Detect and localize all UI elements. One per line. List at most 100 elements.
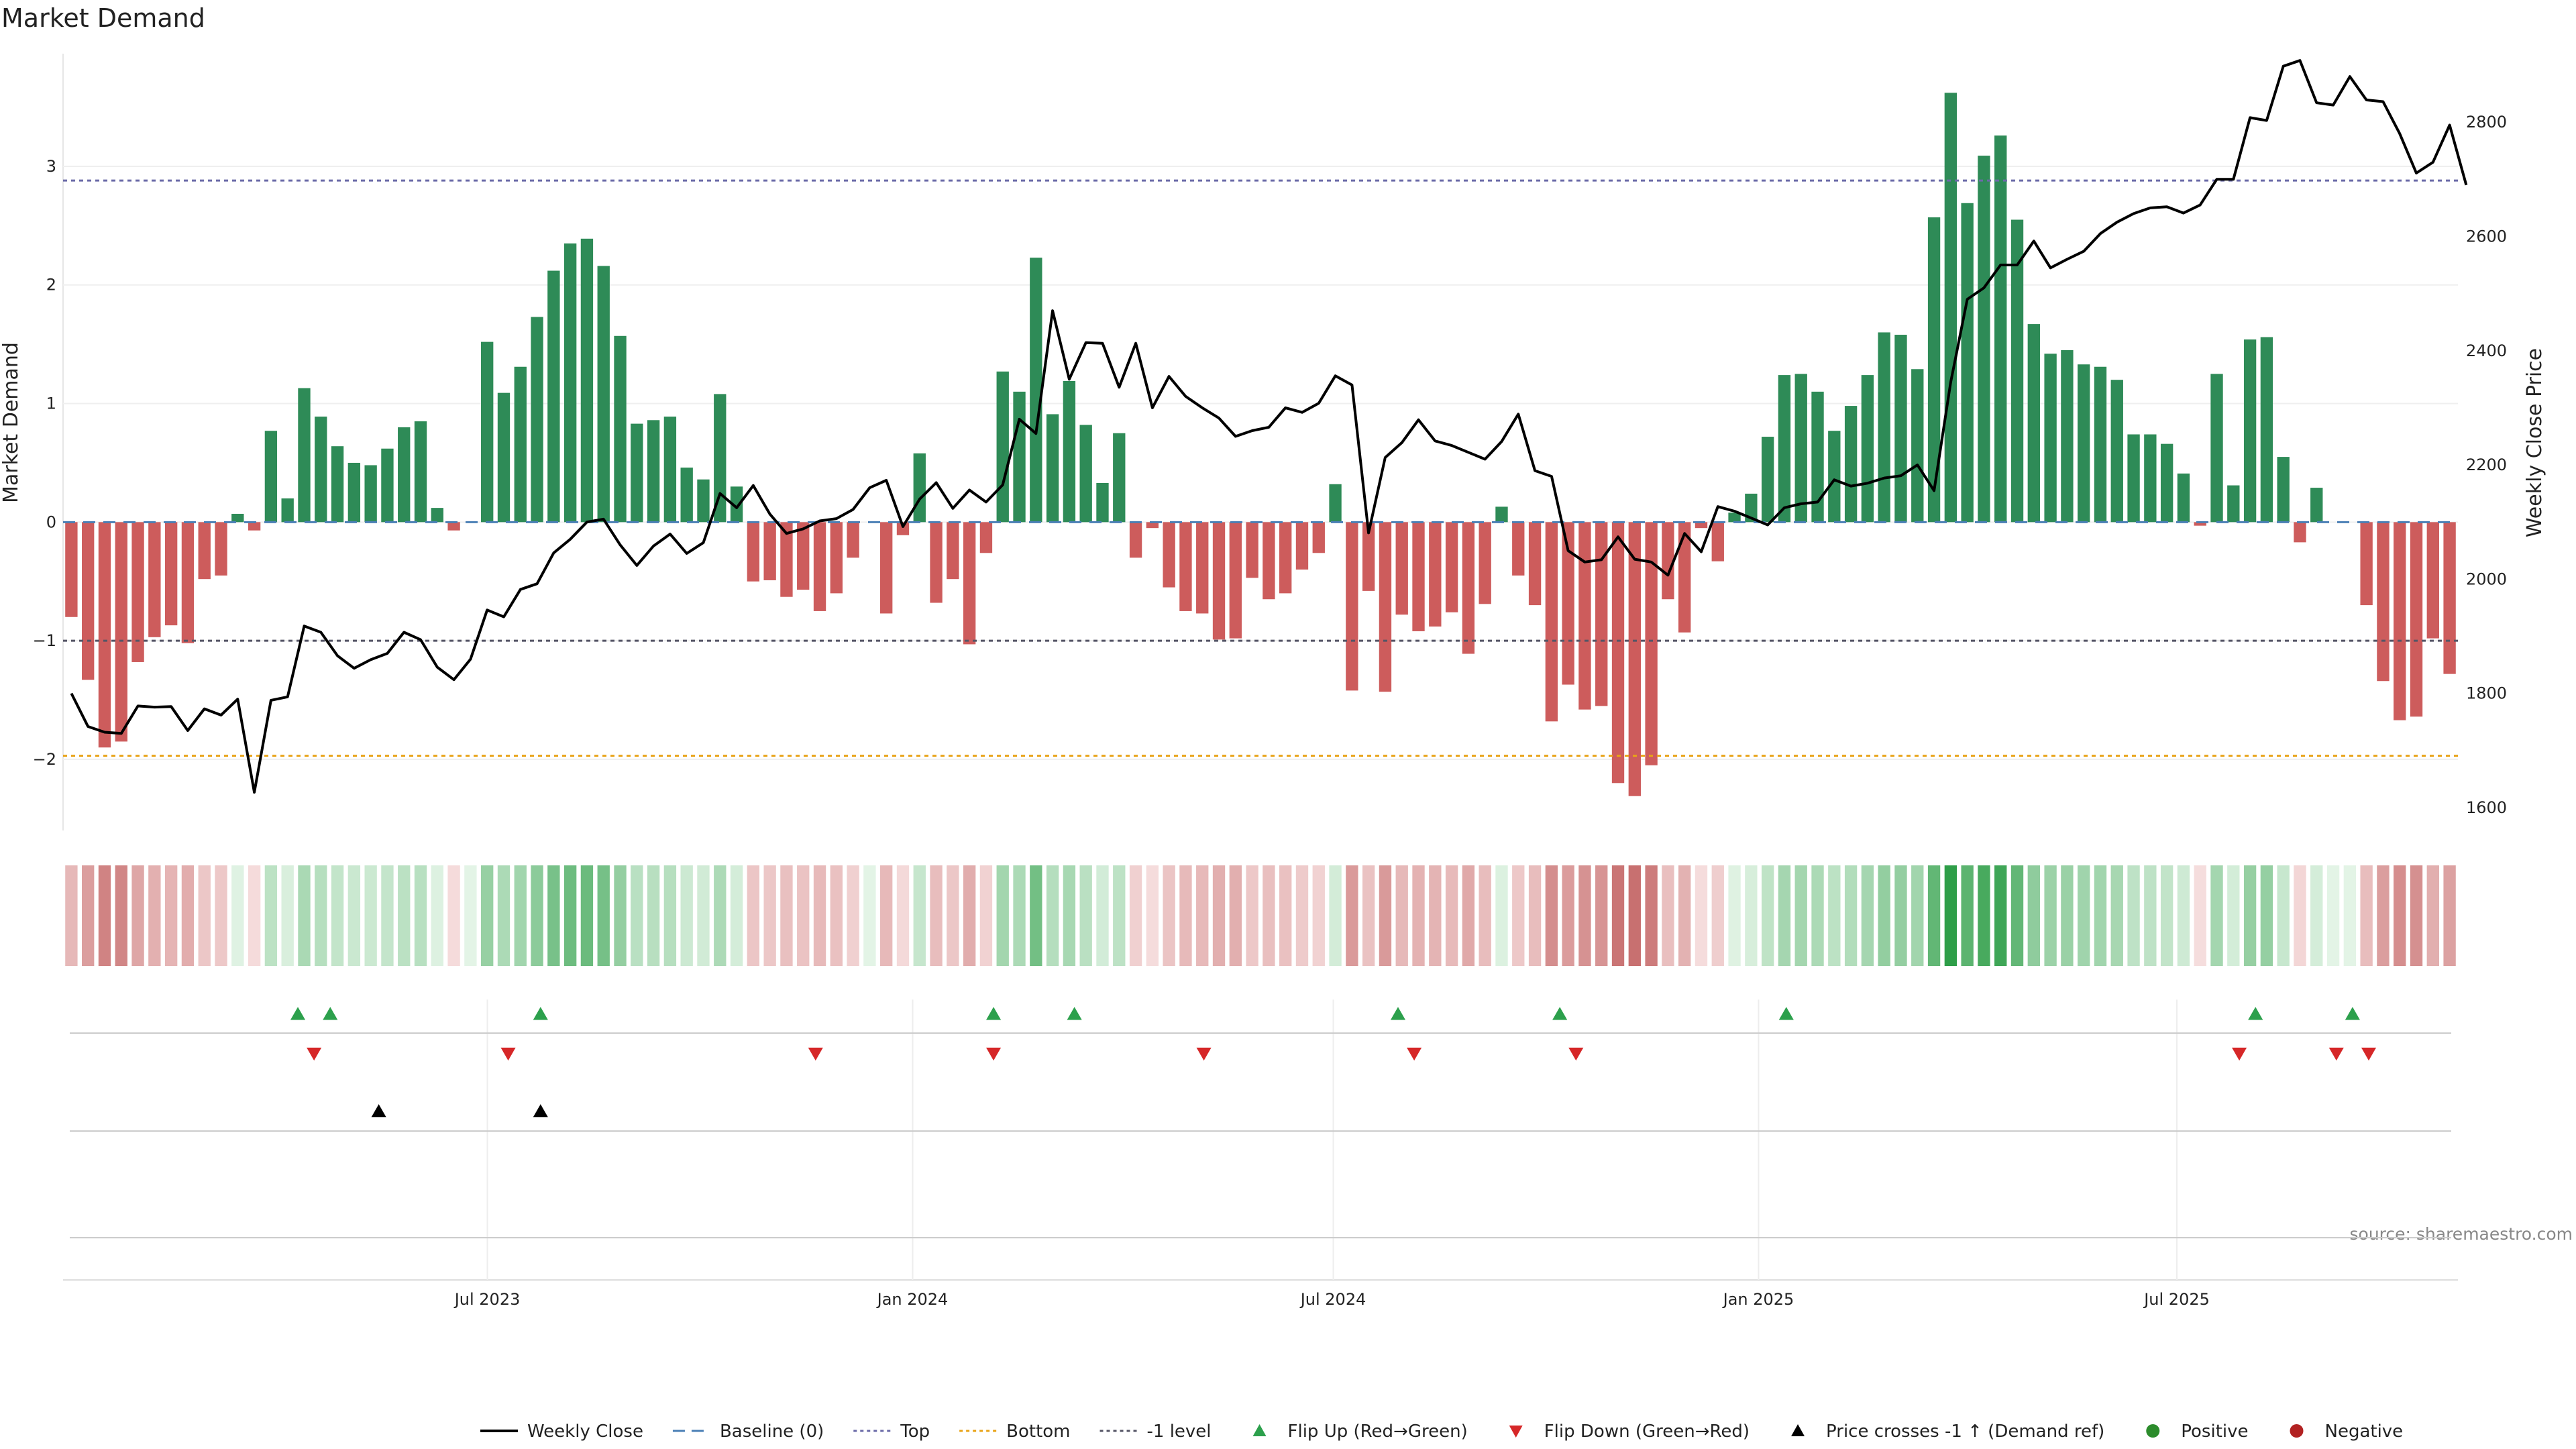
heat-cell bbox=[1562, 865, 1574, 966]
heat-cell bbox=[947, 865, 959, 966]
y2-axis-title: Weekly Close Price bbox=[2523, 348, 2546, 537]
demand-bar bbox=[996, 371, 1009, 523]
heat-cell bbox=[2310, 865, 2323, 966]
heat-cell bbox=[347, 865, 361, 966]
heat-cell bbox=[697, 865, 710, 966]
heat-cell bbox=[813, 865, 826, 966]
x-tick-label: Jul 2024 bbox=[1299, 1290, 1366, 1309]
heat-cell bbox=[2027, 865, 2040, 966]
heat-cell bbox=[1445, 865, 1458, 966]
heat-cell bbox=[231, 865, 244, 966]
demand-bar bbox=[181, 522, 195, 643]
legend-label: Negative bbox=[2325, 1421, 2404, 1442]
y-tick-label: 3 bbox=[46, 157, 56, 176]
demand-bar bbox=[1479, 522, 1491, 604]
flip-down-marker bbox=[808, 1047, 823, 1061]
demand-bar bbox=[2243, 339, 2257, 523]
demand-bar bbox=[1894, 335, 1907, 523]
legend-item: Flip Up (Red→Green) bbox=[1252, 1421, 1468, 1442]
demand-bar bbox=[564, 243, 577, 523]
demand-bar bbox=[680, 468, 693, 523]
heat-cell bbox=[1263, 865, 1275, 966]
heat-cell bbox=[996, 865, 1009, 966]
heat-cell bbox=[398, 865, 411, 966]
demand-bar bbox=[1129, 522, 1142, 558]
demand-bar bbox=[1046, 414, 1059, 523]
heat-cell bbox=[1678, 865, 1691, 966]
heat-cell bbox=[797, 865, 810, 966]
heat-cell bbox=[1978, 865, 1990, 966]
heat-cell bbox=[1462, 865, 1475, 966]
heat-cell bbox=[2260, 865, 2273, 966]
demand-bar bbox=[1861, 375, 1874, 523]
heat-cell bbox=[597, 865, 610, 966]
demand-bar bbox=[1711, 522, 1724, 561]
demand-bar bbox=[2177, 473, 2190, 523]
legend-item: Baseline (0) bbox=[672, 1421, 824, 1442]
heat-cell bbox=[1861, 865, 1874, 966]
heat-cell bbox=[2443, 865, 2456, 966]
demand-bar bbox=[1295, 522, 1309, 570]
heat-cell bbox=[2277, 865, 2290, 966]
heat-cell bbox=[780, 865, 793, 966]
heat-cell bbox=[2044, 865, 2057, 966]
demand-bar bbox=[1662, 522, 1674, 600]
demand-heat-strip bbox=[65, 865, 2456, 966]
demand-bar bbox=[1778, 375, 1791, 523]
demand-bar bbox=[98, 522, 111, 748]
flip-down-marker bbox=[2361, 1047, 2377, 1061]
demand-bar bbox=[514, 366, 527, 523]
demand-bar bbox=[198, 522, 211, 580]
axis-tick-labels: −2 −1 0 1 2 3 1600 1800 2000 2200 2400 2600 2800 Jul … bbox=[33, 113, 2507, 1309]
demand-bar bbox=[2260, 337, 2273, 523]
heat-cell bbox=[481, 865, 494, 966]
price-line-layer bbox=[70, 59, 2468, 794]
demand-bar bbox=[1030, 258, 1042, 523]
demand-bar bbox=[1246, 522, 1258, 578]
heat-cell bbox=[1628, 865, 1641, 966]
y-tick-label: −2 bbox=[33, 750, 56, 769]
legend-label: Baseline (0) bbox=[720, 1421, 824, 1442]
y2-tick-label: 1600 bbox=[2466, 798, 2507, 817]
y2-tick-label: 2400 bbox=[2466, 341, 2507, 360]
demand-bar bbox=[431, 508, 443, 523]
legend-item: Price crosses -1 ↑ (Demand ref) bbox=[1791, 1421, 2104, 1442]
heat-cell bbox=[1961, 865, 1974, 966]
x-tick-label: Jul 2023 bbox=[453, 1290, 521, 1309]
heat-cell bbox=[896, 865, 910, 966]
heat-cell bbox=[1611, 865, 1625, 966]
demand-bar bbox=[1728, 513, 1741, 523]
heat-cell bbox=[65, 865, 78, 966]
heat-cell bbox=[1794, 865, 1807, 966]
legend-swatch-flip-up bbox=[1252, 1424, 1267, 1436]
demand-bar bbox=[215, 522, 227, 576]
heat-cell bbox=[1695, 865, 1708, 966]
heat-cell bbox=[1528, 865, 1542, 966]
demand-bar bbox=[2443, 522, 2456, 674]
heat-cell bbox=[547, 865, 560, 966]
heat-cell bbox=[1412, 865, 1425, 966]
demand-bar bbox=[930, 522, 943, 603]
flip-down-marker bbox=[1568, 1047, 1584, 1061]
demand-bar bbox=[1911, 369, 1924, 523]
demand-bar bbox=[2410, 522, 2423, 717]
heat-cell bbox=[264, 865, 278, 966]
demand-bar bbox=[1761, 437, 1774, 523]
demand-bar bbox=[1528, 522, 1542, 606]
demand-bar bbox=[2110, 380, 2123, 523]
flip-down-marker bbox=[986, 1047, 1002, 1061]
demand-bar bbox=[2127, 434, 2140, 523]
demand-bar bbox=[714, 394, 727, 523]
heat-cell bbox=[381, 865, 394, 966]
demand-bar bbox=[315, 416, 327, 523]
demand-bar bbox=[2094, 366, 2107, 523]
demand-bar bbox=[1844, 406, 1858, 523]
x-tick-label: Jul 2025 bbox=[2143, 1290, 2210, 1309]
heat-cell bbox=[464, 865, 477, 966]
heat-cell bbox=[1246, 865, 1258, 966]
heat-cell bbox=[2078, 865, 2090, 966]
demand-bar bbox=[1212, 522, 1226, 640]
flip-up-marker bbox=[1778, 1007, 1794, 1020]
heat-cell bbox=[747, 865, 760, 966]
